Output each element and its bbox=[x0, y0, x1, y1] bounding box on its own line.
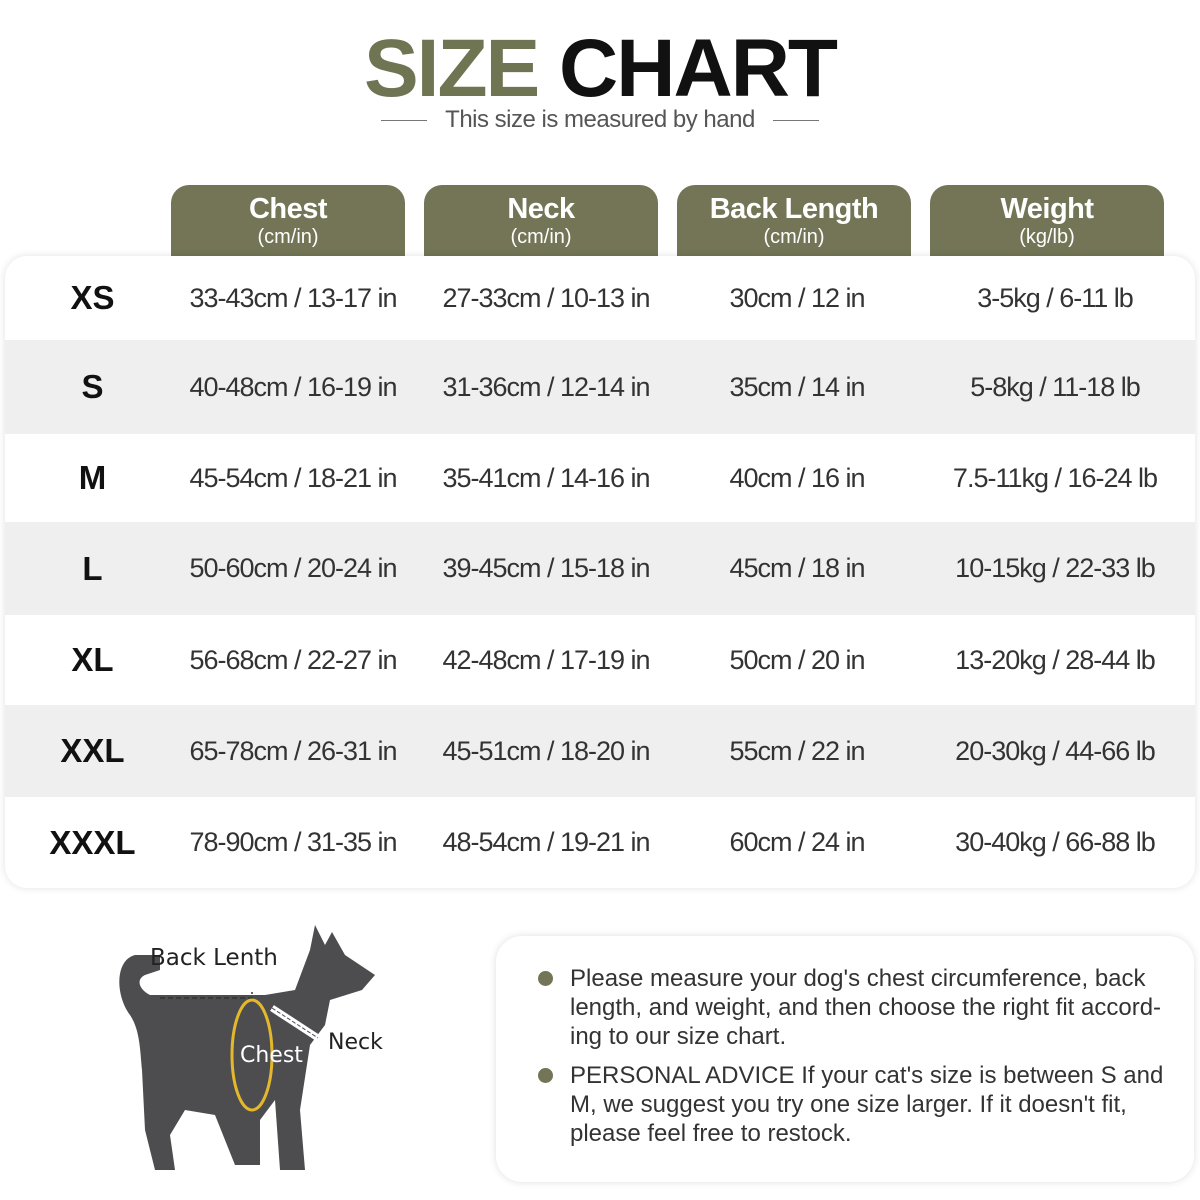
cell-back: 35cm / 14 in bbox=[729, 371, 865, 402]
chest-label: Chest bbox=[240, 1043, 303, 1068]
header-neck: Neck (cm/in) bbox=[424, 185, 658, 259]
size-table: XS 33-43cm / 13-17 in 27-33cm / 10-13 in 30… bbox=[5, 256, 1195, 888]
cell-weight: 3-5kg / 6-11 lb bbox=[977, 282, 1134, 313]
size-label: S bbox=[81, 368, 104, 405]
cell-weight: 13-20kg / 28-44 lb bbox=[955, 644, 1156, 675]
header-weight: Weight (kg/lb) bbox=[930, 185, 1164, 259]
subtitle: This size is measured by hand bbox=[0, 106, 1200, 134]
table-row: L 50-60cm / 20-24 in 39-45cm / 15-18 in 45c… bbox=[5, 522, 1195, 615]
cell-chest: 78-90cm / 31-35 in bbox=[189, 827, 397, 857]
back-length-label: Back Lenth bbox=[150, 945, 278, 971]
cell-chest: 33-43cm / 13-17 in bbox=[189, 282, 397, 313]
cell-back: 30cm / 12 in bbox=[729, 282, 865, 313]
dog-silhouette bbox=[119, 925, 376, 1170]
table-row: XL 56-68cm / 22-27 in 42-48cm / 17-19 in 50… bbox=[5, 615, 1195, 705]
cell-neck: 31-36cm / 12-14 in bbox=[442, 371, 650, 402]
cell-chest: 45-54cm / 18-21 in bbox=[189, 462, 397, 493]
size-label: M bbox=[78, 459, 107, 496]
neck-label: Neck bbox=[328, 1030, 383, 1055]
cell-weight: 5-8kg / 11-18 lb bbox=[970, 371, 1141, 402]
cell-neck: 45-51cm / 18-20 in bbox=[442, 735, 650, 766]
cell-chest: 40-48cm / 16-19 in bbox=[189, 371, 397, 402]
cell-neck: 35-41cm / 14-16 in bbox=[442, 462, 650, 493]
note-item: Please measure your dog's chest circumfe… bbox=[538, 964, 1164, 1051]
bullet-icon bbox=[538, 971, 553, 986]
table-row: XXL 65-78cm / 26-31 in 45-51cm / 18-20 in 5… bbox=[5, 705, 1195, 797]
cell-weight: 7.5-11kg / 16-24 lb bbox=[952, 462, 1158, 493]
cell-neck: 48-54cm / 19-21 in bbox=[442, 827, 650, 857]
bullet-icon bbox=[538, 1068, 553, 1083]
cell-back: 60cm / 24 in bbox=[729, 827, 865, 857]
cell-back: 50cm / 20 in bbox=[729, 644, 865, 675]
divider bbox=[381, 120, 428, 122]
table-row: XS 33-43cm / 13-17 in 27-33cm / 10-13 in 30… bbox=[5, 256, 1195, 340]
measuring-notes: Please measure your dog's chest circumfe… bbox=[496, 936, 1194, 1182]
size-label: XXXL bbox=[49, 823, 136, 861]
back-length-dashed-line bbox=[160, 992, 253, 999]
chest-ring bbox=[230, 998, 274, 1112]
divider bbox=[772, 120, 819, 122]
dog-measurement-diagram: Back Lenth Chest Neck bbox=[119, 925, 383, 1170]
page-title: SIZE CHART bbox=[363, 23, 838, 114]
cell-neck: 39-45cm / 15-18 in bbox=[442, 553, 650, 583]
cell-weight: 20-30kg / 44-66 lb bbox=[955, 735, 1156, 766]
table-row: XXXL 78-90cm / 31-35 in 48-54cm / 19-21 in… bbox=[5, 797, 1195, 888]
cell-chest: 56-68cm / 22-27 in bbox=[189, 644, 397, 675]
cell-neck: 42-48cm / 17-19 in bbox=[442, 644, 650, 675]
cell-back: 45cm / 18 in bbox=[729, 553, 865, 583]
cell-weight: 30-40kg / 66-88 lb bbox=[955, 827, 1156, 857]
cell-chest: 65-78cm / 26-31 in bbox=[189, 735, 397, 766]
note-item: PERSONAL ADVICE If your cat's size is be… bbox=[538, 1061, 1164, 1148]
size-label: XL bbox=[71, 641, 114, 678]
cell-back: 40cm / 16 in bbox=[729, 462, 865, 493]
size-label: L bbox=[82, 549, 103, 587]
table-row: M 45-54cm / 18-21 in 35-41cm / 14-16 in 40c… bbox=[5, 434, 1195, 522]
cell-chest: 50-60cm / 20-24 in bbox=[189, 553, 397, 583]
cell-weight: 10-15kg / 22-33 lb bbox=[955, 553, 1156, 583]
header-chest: Chest (cm/in) bbox=[171, 185, 405, 259]
cell-neck: 27-33cm / 10-13 in bbox=[442, 282, 650, 313]
header-back-length: Back Length (cm/in) bbox=[677, 185, 911, 259]
cell-back: 55cm / 22 in bbox=[729, 735, 865, 766]
size-label: XS bbox=[70, 279, 115, 316]
table-row: S 40-48cm / 16-19 in 31-36cm / 12-14 in 35c… bbox=[5, 340, 1195, 434]
size-label: XXL bbox=[60, 732, 125, 769]
